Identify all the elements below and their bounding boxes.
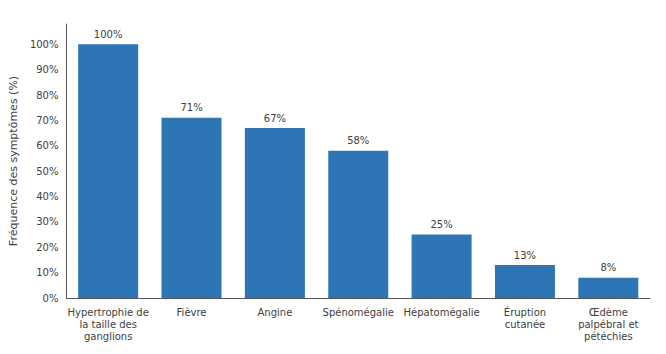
svg-text:67%: 67% <box>264 113 286 124</box>
svg-text:Éruption: Éruption <box>504 306 546 318</box>
svg-text:ganglions: ganglions <box>84 331 132 342</box>
svg-text:cutanée: cutanée <box>505 319 546 330</box>
svg-text:Fréquence des symptômes (%): Fréquence des symptômes (%) <box>7 76 20 246</box>
svg-text:70%: 70% <box>36 115 58 126</box>
svg-text:58%: 58% <box>347 135 369 146</box>
svg-text:100%: 100% <box>30 39 59 50</box>
svg-text:0%: 0% <box>43 293 59 304</box>
svg-text:la taille des: la taille des <box>79 319 137 330</box>
svg-text:10%: 10% <box>36 267 58 278</box>
svg-text:71%: 71% <box>180 102 202 113</box>
svg-text:palpébral et: palpébral et <box>578 319 638 330</box>
svg-text:100%: 100% <box>94 29 123 40</box>
svg-text:Hépatomégalie: Hépatomégalie <box>403 307 479 318</box>
svg-text:8%: 8% <box>600 262 616 273</box>
svg-text:Angine: Angine <box>257 307 292 318</box>
svg-text:40%: 40% <box>36 191 58 202</box>
svg-text:pétéchies: pétéchies <box>584 331 633 342</box>
svg-text:25%: 25% <box>430 219 452 230</box>
svg-text:Œdème: Œdème <box>589 307 628 318</box>
svg-text:Spénomégalie: Spénomégalie <box>323 307 394 318</box>
svg-text:50%: 50% <box>36 166 58 177</box>
svg-text:90%: 90% <box>36 64 58 75</box>
svg-text:60%: 60% <box>36 140 58 151</box>
svg-text:Fièvre: Fièvre <box>177 307 207 318</box>
svg-text:20%: 20% <box>36 242 58 253</box>
svg-text:Hypertrophie de: Hypertrophie de <box>68 307 149 318</box>
svg-text:80%: 80% <box>36 90 58 101</box>
svg-text:13%: 13% <box>514 250 536 261</box>
svg-text:30%: 30% <box>36 216 58 227</box>
